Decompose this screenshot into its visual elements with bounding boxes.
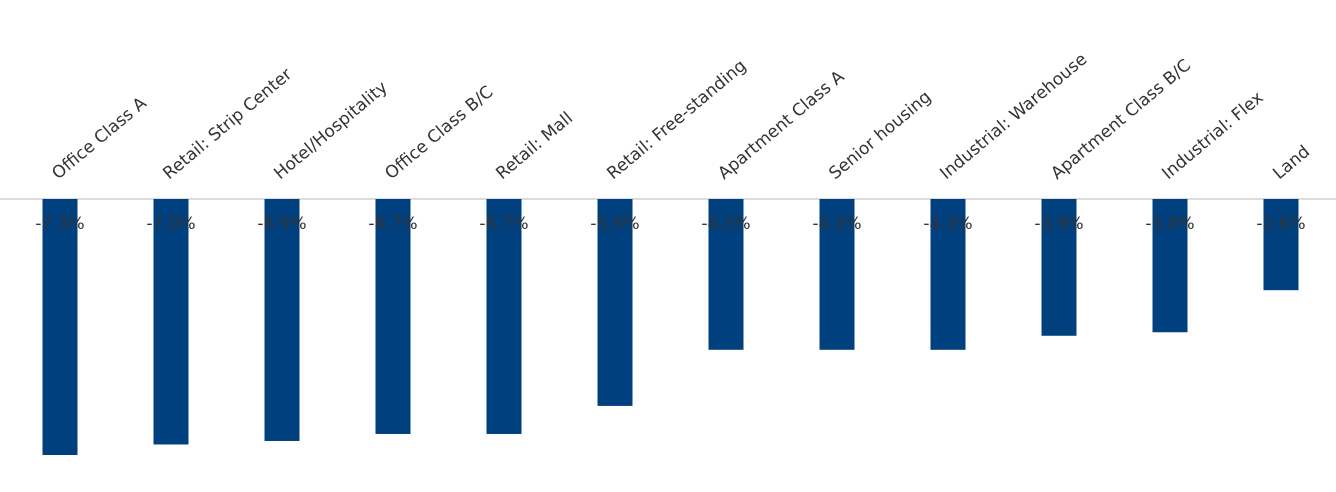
category-label: Land [1269,142,1314,184]
bar [1263,199,1299,291]
category-label: Office Class B/C [381,82,497,184]
bar [1152,199,1188,333]
bar [708,199,744,350]
data-label: -2.6% [1256,214,1305,234]
category-label: Senior housing [825,87,935,184]
bar [375,199,411,434]
category-label: Hotel/Hospitality [270,78,391,184]
data-label: -6.7% [368,214,417,234]
data-label: -4.3% [812,214,861,234]
category-label: Retail: Mall [492,108,577,184]
data-label: -5.9% [590,214,639,234]
bar [153,199,189,445]
bar [819,199,855,350]
bar [1041,199,1077,336]
bar [930,199,966,350]
data-label: -3.9% [1034,214,1083,234]
category-label: Industrial: Flex [1158,88,1267,184]
bar [264,199,300,441]
data-label: -4.3% [923,214,972,234]
category-label: Office Class A [48,93,151,184]
data-label: -7.0% [146,214,195,234]
data-label: -6.7% [479,214,528,234]
data-label: -3.8% [1145,214,1194,234]
bar [597,199,633,406]
bar [42,199,78,455]
data-label: -6.9% [257,214,306,234]
data-label: -4.3% [701,214,750,234]
bar [486,199,522,434]
data-label: -7.3% [35,214,84,234]
